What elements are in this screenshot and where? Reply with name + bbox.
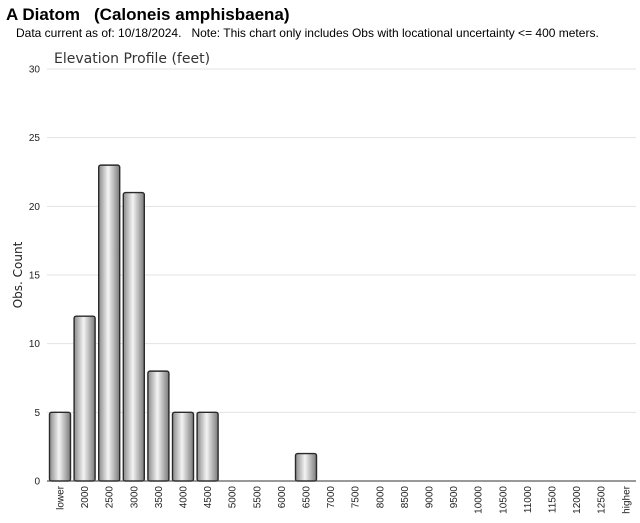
page-title: A Diatom (Caloneis amphisbaena) [6, 5, 290, 25]
x-tick-label: lower [56, 485, 67, 510]
x-tick-label: 7500 [351, 486, 362, 509]
y-tick-label: 10 [29, 339, 41, 350]
bar-3500 [147, 370, 170, 482]
bar-4500 [196, 411, 219, 482]
bar-lower [48, 411, 72, 482]
y-tick-label: 25 [29, 133, 41, 144]
x-tick-label: 11000 [523, 486, 534, 514]
x-tick-label: higher [621, 485, 632, 513]
x-tick-label: 9500 [449, 486, 460, 509]
x-tick-label: 12000 [572, 486, 583, 514]
y-tick-label: 15 [29, 271, 41, 282]
bar-4000 [171, 411, 195, 482]
x-tick-label: 2500 [105, 486, 116, 509]
x-tick-label: 2000 [80, 486, 91, 509]
x-tick-label: 5000 [228, 486, 239, 509]
bar-2000 [73, 315, 96, 482]
x-tick-label: 7000 [326, 486, 337, 509]
x-tick-label: 6500 [302, 486, 313, 509]
x-tick-label: 12500 [597, 486, 608, 514]
subtitle: Data current as of: 10/18/2024. Note: Thi… [16, 26, 599, 40]
y-tick-label: 0 [34, 477, 40, 488]
x-tick-label: 6000 [277, 486, 288, 509]
x-tick-label: 10500 [498, 486, 509, 514]
y-tick-label: 20 [29, 202, 41, 213]
bar-3000 [122, 191, 146, 482]
x-tick-label: 8500 [400, 486, 411, 509]
y-tick-label: 30 [29, 65, 41, 76]
x-tick-label: 4500 [203, 486, 214, 509]
scientific-name: (Caloneis amphisbaena) [94, 5, 290, 24]
y-axis-label: Obs. Count [11, 241, 25, 308]
x-tick-label: 5500 [252, 486, 263, 509]
chart-title: Elevation Profile (feet) [54, 51, 210, 67]
bars [48, 164, 318, 482]
x-tick-label: 3500 [154, 486, 165, 509]
note-text: Note: This chart only includes Obs with … [191, 26, 599, 40]
grid-lines [47, 68, 636, 413]
x-tick-label: 11500 [548, 486, 559, 514]
x-tick-labels: lower 2000 2500 3000 3500 4000 4500 5000 5500 600… [56, 485, 633, 513]
data-current-text: Data current as of: 10/18/2024. [16, 26, 182, 40]
x-tick-label: 10000 [474, 486, 485, 514]
x-tick-label: 9000 [425, 486, 436, 509]
x-tick-label: 3000 [129, 486, 140, 509]
x-tick-label: 4000 [179, 486, 190, 509]
bar-2500 [97, 164, 121, 482]
x-tick-label: 8000 [375, 486, 386, 509]
bar-6500 [294, 452, 318, 482]
y-tick-labels: 0 5 10 15 20 25 30 [29, 65, 41, 488]
y-tick-label: 5 [34, 408, 40, 419]
common-name: A Diatom [6, 5, 80, 24]
